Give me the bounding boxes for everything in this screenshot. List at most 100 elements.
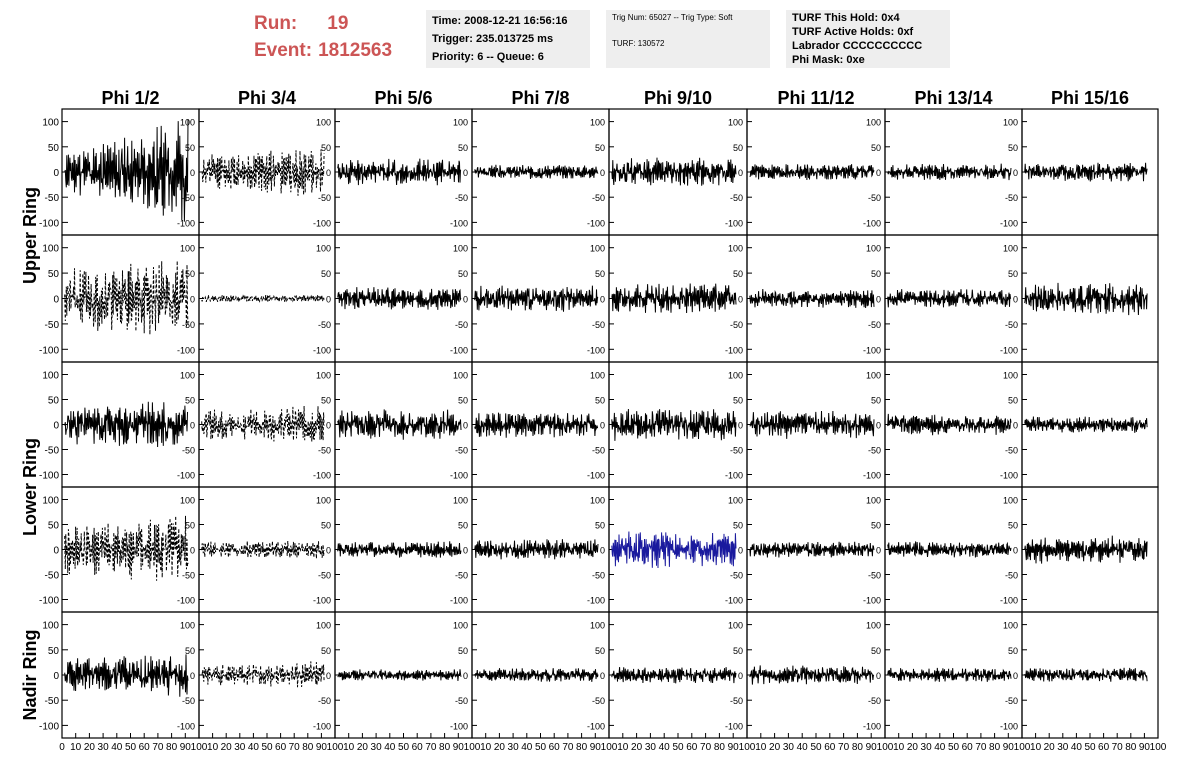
labrador-line: Labrador CCCCCCCCCC xyxy=(792,40,923,52)
x-tick-label: 60 xyxy=(275,742,287,753)
y-tick-label: 50 xyxy=(595,143,605,153)
x-tick-label: 80 xyxy=(302,742,314,753)
waveform-trace xyxy=(611,157,737,186)
x-tick-label: 80 xyxy=(852,742,864,753)
x-tick-label: 20 xyxy=(907,742,919,753)
y-tick-label: 50 xyxy=(595,396,605,406)
x-tick-label: 10 xyxy=(343,742,355,753)
y-tick-label: -50 xyxy=(730,320,743,330)
waveform-trace xyxy=(887,667,1012,682)
y-tick-label: 100 xyxy=(453,371,468,381)
x-tick-label: 60 xyxy=(139,742,151,753)
y-tick-label: 100 xyxy=(316,496,331,506)
y-tick-label: 0 xyxy=(53,421,59,432)
y-tick-label: 0 xyxy=(53,168,59,179)
x-tick-label: 100 xyxy=(1014,742,1031,753)
x-tick-label: 60 xyxy=(549,742,561,753)
y-tick-label: 100 xyxy=(1003,244,1018,254)
waveform-trace xyxy=(201,293,325,304)
waveform-trace xyxy=(887,289,1012,308)
run-number: 19 xyxy=(327,13,349,34)
y-tick-label: 50 xyxy=(458,646,468,656)
x-tick-label: 20 xyxy=(84,742,96,753)
waveform-trace xyxy=(337,409,462,440)
y-tick-label: 50 xyxy=(1008,396,1018,406)
row-label: Lower Ring xyxy=(20,438,40,536)
y-tick-label: 50 xyxy=(871,521,881,531)
time-line: Time: 2008-12-21 16:56:16 xyxy=(432,15,568,27)
y-tick-label: 100 xyxy=(590,244,605,254)
x-tick-label: 100 xyxy=(464,742,481,753)
waveform-trace xyxy=(1024,416,1148,433)
x-tick-label: 70 xyxy=(975,742,987,753)
x-tick-label: 10 xyxy=(480,742,492,753)
y-tick-label: -100 xyxy=(725,218,743,228)
y-tick-label: -100 xyxy=(863,218,881,228)
waveform-trace xyxy=(474,164,599,180)
waveform-trace xyxy=(337,669,462,681)
row-label: Upper Ring xyxy=(20,187,40,284)
x-tick-label: 70 xyxy=(425,742,437,753)
y-tick-label: 50 xyxy=(321,646,331,656)
x-tick-label: 40 xyxy=(111,742,123,753)
y-tick-label: -50 xyxy=(868,571,881,581)
y-tick-label: -50 xyxy=(45,193,60,204)
y-tick-label: 50 xyxy=(733,143,743,153)
waveform-trace xyxy=(1024,535,1148,564)
column-header: Phi 11/12 xyxy=(777,88,854,108)
y-tick-label: 0 xyxy=(463,671,468,681)
x-tick-label: 70 xyxy=(1112,742,1124,753)
y-tick-label: -50 xyxy=(182,193,195,203)
y-tick-label: -50 xyxy=(45,696,60,707)
x-tick-label: 20 xyxy=(769,742,781,753)
y-tick-label: 100 xyxy=(42,244,59,255)
x-tick-label: 70 xyxy=(289,742,301,753)
y-tick-label: 50 xyxy=(733,396,743,406)
x-tick-label: 60 xyxy=(1098,742,1110,753)
x-tick-label: 10 xyxy=(617,742,629,753)
waveform-trace xyxy=(611,531,737,569)
y-tick-label: -100 xyxy=(39,721,59,732)
x-tick-label: 40 xyxy=(1071,742,1083,753)
y-tick-label: 50 xyxy=(321,396,331,406)
y-tick-label: 0 xyxy=(1013,295,1018,305)
y-tick-label: 0 xyxy=(190,421,195,431)
y-tick-label: -100 xyxy=(177,471,195,481)
waveform-trace xyxy=(749,541,875,558)
column-header: Phi 15/16 xyxy=(1051,88,1129,108)
x-tick-label: 50 xyxy=(398,742,410,753)
y-tick-label: 100 xyxy=(866,496,881,506)
waveform-trace xyxy=(474,285,599,312)
x-tick-label: 40 xyxy=(248,742,260,753)
y-tick-label: 50 xyxy=(321,143,331,153)
y-tick-label: -50 xyxy=(592,320,605,330)
x-tick-label: 80 xyxy=(439,742,451,753)
y-tick-label: -100 xyxy=(313,471,331,481)
y-tick-label: 0 xyxy=(463,546,468,556)
y-tick-label: -100 xyxy=(177,596,195,606)
y-tick-label: -100 xyxy=(177,345,195,355)
x-tick-label: 90 xyxy=(866,742,878,753)
x-tick-label: 20 xyxy=(357,742,369,753)
y-tick-label: 100 xyxy=(866,118,881,128)
x-tick-label: 10 xyxy=(893,742,905,753)
y-tick-label: 50 xyxy=(871,646,881,656)
time-info-box: Time: 2008-12-21 16:56:16 Trigger: 235.0… xyxy=(426,10,590,68)
y-tick-label: 50 xyxy=(871,269,881,279)
x-tick-label: 50 xyxy=(125,742,137,753)
waveform-trace xyxy=(64,119,189,222)
y-tick-label: -50 xyxy=(592,193,605,203)
y-tick-label: -50 xyxy=(182,696,195,706)
y-tick-label: 0 xyxy=(53,671,59,682)
x-tick-label: 40 xyxy=(384,742,396,753)
x-tick-label: 100 xyxy=(877,742,894,753)
waveform-trace xyxy=(337,541,462,558)
y-tick-label: -50 xyxy=(182,571,195,581)
x-tick-label: 10 xyxy=(755,742,767,753)
y-tick-label: -100 xyxy=(1000,218,1018,228)
y-tick-label: -100 xyxy=(587,471,605,481)
y-tick-label: -50 xyxy=(868,696,881,706)
y-tick-label: 0 xyxy=(600,421,605,431)
y-tick-label: 50 xyxy=(733,646,743,656)
x-tick-label: 90 xyxy=(728,742,740,753)
